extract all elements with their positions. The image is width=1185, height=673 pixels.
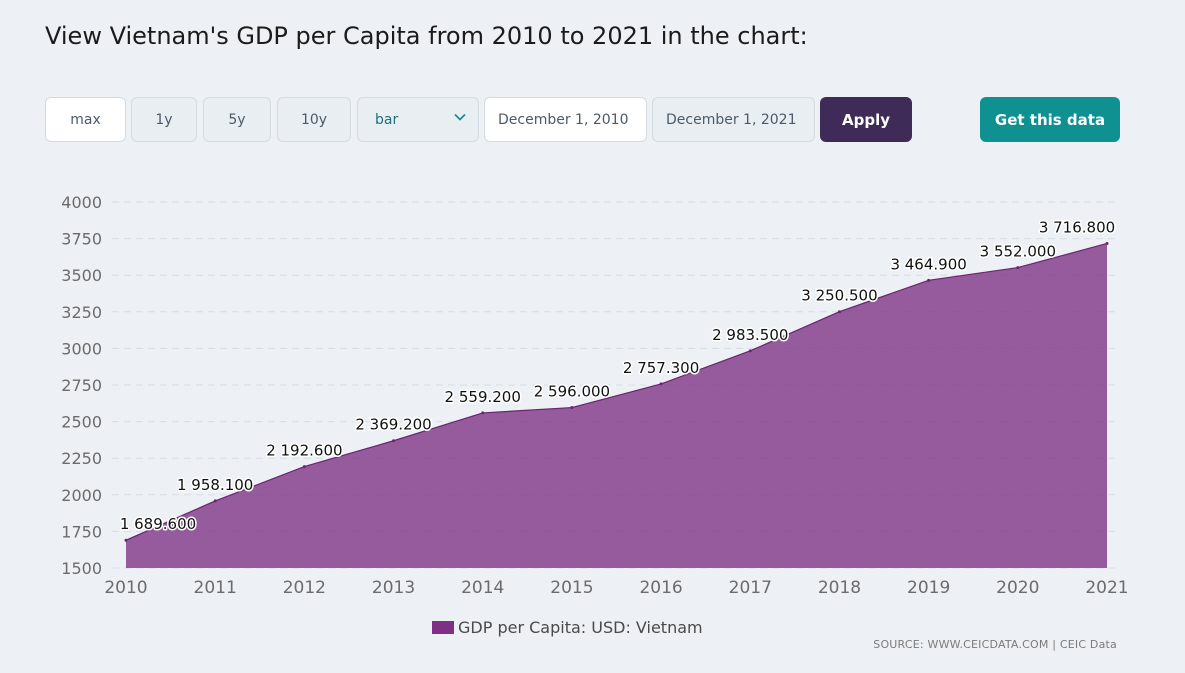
x-tick-label: 2019 [907,578,950,598]
legend-label: GDP per Capita: USD: Vietnam [458,617,703,637]
end-date-input[interactable]: December 1, 2021 [652,97,815,142]
range-10y-button[interactable]: 10y [277,97,351,142]
y-tick-label: 3250 [61,303,102,322]
x-tick-label: 2016 [639,578,682,598]
y-tick-label: 1750 [61,522,102,541]
source-note: SOURCE: WWW.CEICDATA.COM | CEIC Data [873,638,1117,651]
get-data-button[interactable]: Get this data [980,97,1120,142]
data-point [392,439,396,443]
data-point [1105,241,1109,245]
data-label: 3 716.800 [1039,218,1115,236]
chart-type-select[interactable]: bar [357,97,479,142]
y-tick-label: 3500 [61,266,102,285]
data-point [1016,266,1020,270]
data-point [837,310,841,314]
x-tick-label: 2015 [550,578,593,598]
x-tick-label: 2021 [1085,578,1128,598]
data-label: 2 192.600 [266,442,342,460]
start-date-input[interactable]: December 1, 2010 [484,97,647,142]
y-tick-label: 3750 [61,230,102,249]
data-point [302,465,306,469]
data-label: 2 596.000 [534,383,610,401]
range-max-button[interactable]: max [45,97,126,142]
data-label: 1 689.600 [120,515,196,533]
range-5y-button[interactable]: 5y [203,97,271,142]
data-label: 2 983.500 [712,326,788,344]
chart-type-value: bar [375,111,399,128]
x-tick-label: 2011 [194,578,237,598]
y-tick-label: 2750 [61,376,102,395]
data-point [570,406,574,410]
y-tick-label: 1500 [61,559,102,578]
data-label: 2 757.300 [623,359,699,377]
data-label: 3 552.000 [980,243,1056,261]
x-tick-label: 2014 [461,578,504,598]
series-line [125,242,1108,541]
y-tick-label: 2000 [61,486,102,505]
data-point [213,499,217,503]
x-tick-label: 2010 [104,578,147,598]
y-tick-label: 2250 [61,449,102,468]
page-title: View Vietnam's GDP per Capita from 2010 … [45,22,808,50]
y-tick-label: 3000 [61,339,102,358]
chart-legend[interactable]: GDP per Capita: USD: Vietnam [432,617,703,637]
data-label: 2 369.200 [355,416,431,434]
data-label: 1 958.100 [177,476,253,494]
data-point [124,538,128,542]
range-1y-button[interactable]: 1y [131,97,197,142]
data-label: 3 464.900 [890,255,966,273]
y-tick-label: 4000 [61,193,102,212]
x-tick-label: 2012 [283,578,326,598]
x-tick-label: 2020 [996,578,1039,598]
chart-controls: max 1y 5y 10y bar December 1, 2010 Decem… [0,97,1185,144]
data-point [748,349,752,353]
x-tick-label: 2017 [729,578,772,598]
x-tick-label: 2018 [818,578,861,598]
legend-swatch [432,620,454,634]
apply-button[interactable]: Apply [820,97,912,142]
x-tick-label: 2013 [372,578,415,598]
gdp-area-chart: 1500 1750 2000 2250 2500 2750 3000 3250 3500 3750… [61,193,1128,598]
data-label: 3 250.500 [801,287,877,305]
chevron-down-icon [454,113,466,121]
data-label: 2 559.200 [445,388,521,406]
area-fill [126,243,1107,568]
data-point [659,382,663,386]
data-point [927,278,931,282]
y-tick-label: 2500 [61,413,102,432]
data-point [481,411,485,415]
